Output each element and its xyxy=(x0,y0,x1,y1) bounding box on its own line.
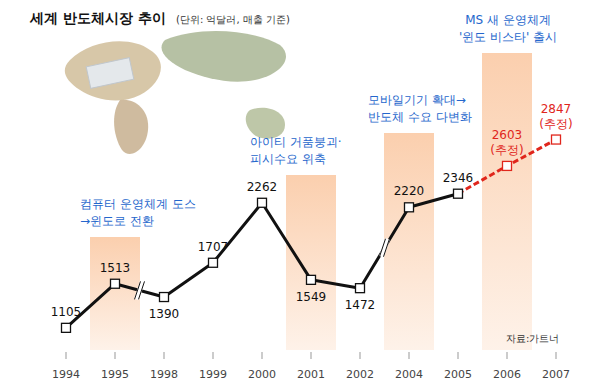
plot-area xyxy=(62,135,561,332)
data-labels: 1105 1513 1390 1707 2262 1549 1472 2220 2346 2603… xyxy=(51,102,573,321)
title: 세계 반도체시장 추이 xyxy=(29,10,166,26)
data-label: 1707 xyxy=(198,240,229,254)
data-label: 2346 xyxy=(443,171,474,185)
point-marker xyxy=(503,161,512,170)
x-tick xyxy=(458,352,459,359)
annotation-line: MS 새 운영체계 xyxy=(465,13,551,27)
x-tick xyxy=(262,352,263,359)
x-tick xyxy=(115,352,116,359)
x-axis: 1994 1995 1998 1999 2000 2001 2002 2004 2005 2006… xyxy=(52,352,570,381)
x-tick-label: 2004 xyxy=(395,368,423,381)
data-label-line: 1472 xyxy=(345,298,376,312)
point-marker xyxy=(160,293,169,302)
series-line xyxy=(458,140,556,194)
annotation-line: 반도체 수요 다변화 xyxy=(368,110,472,124)
annotation-line: '윈도 비스타' 출시 xyxy=(459,30,557,44)
annotation-band xyxy=(482,53,532,350)
data-label: 1105 xyxy=(51,305,82,319)
data-label-line: 1549 xyxy=(296,290,327,304)
data-label-line: 2220 xyxy=(394,184,425,198)
data-label: 2603(추정) xyxy=(490,128,523,157)
x-tick-label: 1999 xyxy=(199,368,227,381)
chip-decoration xyxy=(86,58,134,89)
x-tick xyxy=(556,352,557,359)
x-tick-label: 2006 xyxy=(493,368,521,381)
subtitle: (단위: 억달러, 매출 기준) xyxy=(176,14,290,25)
x-tick-label: 2000 xyxy=(248,368,276,381)
annotation: 모바일기기 확대→ 반도체 수요 다변화 xyxy=(368,93,472,124)
map-shape xyxy=(114,100,148,154)
x-tick xyxy=(311,352,312,359)
data-label-line: (추정) xyxy=(490,143,523,157)
data-label-line: 1390 xyxy=(149,307,180,321)
annotation-band xyxy=(90,237,140,350)
source: 자료:가트너 xyxy=(506,333,559,344)
data-label-line: 2847 xyxy=(541,102,572,116)
point-marker xyxy=(111,279,120,288)
annotation-line: 모바일기기 확대→ xyxy=(368,93,466,107)
data-label: 2847(추정) xyxy=(539,102,572,131)
x-tick xyxy=(213,352,214,359)
x-tick-label: 2001 xyxy=(297,368,325,381)
data-label-line: 1707 xyxy=(198,240,229,254)
x-tick xyxy=(164,352,165,359)
annotation-line: →윈도로 전환 xyxy=(80,214,154,228)
x-tick-label: 1998 xyxy=(150,368,178,381)
map-shape xyxy=(162,31,286,82)
data-label: 1513 xyxy=(100,261,131,275)
annotation-line: 피시수요 위축 xyxy=(250,152,326,166)
data-label-line: 1105 xyxy=(51,305,82,319)
map-shape xyxy=(65,41,161,100)
data-label-line: 2603 xyxy=(492,128,523,142)
x-tick-label: 1995 xyxy=(101,368,129,381)
x-tick-label: 2007 xyxy=(542,368,570,381)
data-label: 2262 xyxy=(247,180,278,194)
axis-break xyxy=(139,281,145,299)
annotation-line: 컴퓨터 운영체계 도스 xyxy=(80,197,196,211)
x-tick xyxy=(66,352,67,359)
annotation: 아이티 거품붕괴· 피시수요 위축 xyxy=(250,135,342,166)
data-label-line: (추정) xyxy=(539,117,572,131)
point-marker xyxy=(356,284,365,293)
chart-root: 세계 반도체시장 추이 (단위: 억달러, 매출 기준) 컴퓨터 운영체계 도스 →윈… xyxy=(0,0,590,388)
x-tick xyxy=(507,352,508,359)
x-tick-label: 2005 xyxy=(444,368,472,381)
data-label-line: 1513 xyxy=(100,261,131,275)
point-marker xyxy=(258,198,267,207)
chart-svg: 세계 반도체시장 추이 (단위: 억달러, 매출 기준) 컴퓨터 운영체계 도스 →윈… xyxy=(0,0,590,388)
data-label: 1472 xyxy=(345,298,376,312)
data-label: 1549 xyxy=(296,290,327,304)
data-label: 2220 xyxy=(394,184,425,198)
data-label: 1390 xyxy=(149,307,180,321)
point-marker xyxy=(209,258,218,267)
annotation-band xyxy=(286,175,336,350)
annotation-band xyxy=(384,133,434,350)
series-line xyxy=(66,194,458,328)
point-marker xyxy=(62,323,71,332)
x-tick-label: 2002 xyxy=(346,368,374,381)
point-marker xyxy=(454,189,463,198)
axis-break xyxy=(384,239,390,257)
point-marker xyxy=(552,135,561,144)
point-marker xyxy=(307,275,316,284)
annotation: MS 새 운영체계 '윈도 비스타' 출시 xyxy=(459,13,557,44)
annotations: 컴퓨터 운영체계 도스 →윈도로 전환 아이티 거품붕괴· 피시수요 위축 모바일기기 … xyxy=(80,13,557,228)
annotation: 컴퓨터 운영체계 도스 →윈도로 전환 xyxy=(80,197,196,228)
x-tick xyxy=(409,352,410,359)
point-marker xyxy=(405,203,414,212)
data-label-line: 2262 xyxy=(247,180,278,194)
data-label-line: 2346 xyxy=(443,171,474,185)
annotation-line: 아이티 거품붕괴· xyxy=(250,135,342,149)
x-tick xyxy=(360,352,361,359)
x-tick-label: 1994 xyxy=(52,368,80,381)
